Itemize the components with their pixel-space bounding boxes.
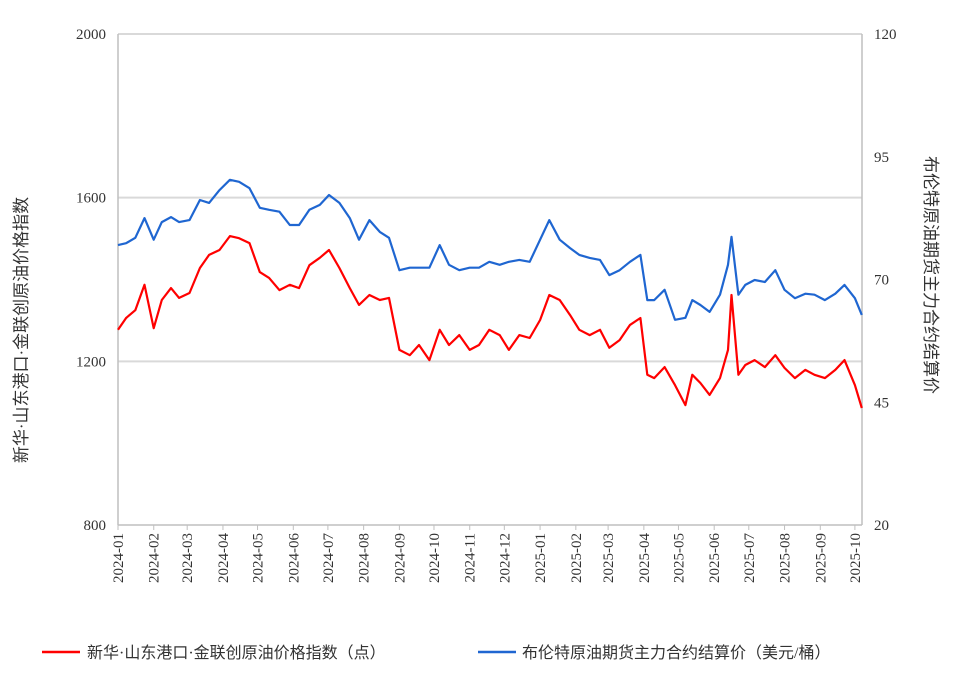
x-tick-label: 2024-12 xyxy=(497,533,513,583)
x-tick-label: 2025-10 xyxy=(848,533,864,583)
x-tick-label: 2025-06 xyxy=(707,533,723,583)
x-tick-label: 2025-03 xyxy=(601,533,617,583)
x-tick-label: 2025-08 xyxy=(778,533,794,583)
x-tick-label: 2024-09 xyxy=(392,533,408,583)
x-tick-label: 2025-04 xyxy=(637,533,653,583)
y-axis-right-title: 布伦特原油期货主力合约结算价 xyxy=(921,156,940,394)
y-tick-label-right: 45 xyxy=(874,395,889,411)
x-tick-label: 2024-11 xyxy=(463,533,479,582)
x-tick-label: 2025-09 xyxy=(813,533,829,583)
legend-label-brent: 布伦特原油期货主力合约结算价（美元/桶） xyxy=(522,643,830,662)
x-tick-label: 2024-02 xyxy=(147,533,163,583)
x-tick-label: 2025-02 xyxy=(569,533,585,583)
y-tick-label-right: 20 xyxy=(874,518,889,534)
gridlines xyxy=(118,33,862,363)
x-tick-label: 2024-04 xyxy=(216,533,232,583)
series-line-index xyxy=(117,235,863,409)
y-tick-label-left: 800 xyxy=(84,518,107,534)
series-line-brent xyxy=(117,178,863,321)
y-tick-label-left: 1600 xyxy=(76,191,106,207)
x-axis-ticks: 2024-01 2024-02 2024-03 2024-04 2024-05 2024-… xyxy=(111,525,864,583)
series-lines xyxy=(117,178,863,409)
x-tick-label: 2024-08 xyxy=(357,533,373,583)
x-tick-label: 2024-03 xyxy=(180,533,196,583)
y-tick-label-left: 1200 xyxy=(76,354,106,370)
legend-label-index: 新华·山东港口·金联创原油价格指数（点） xyxy=(87,644,386,662)
x-tick-label: 2025-07 xyxy=(742,533,758,583)
x-tick-label: 2024-10 xyxy=(427,533,443,583)
y-axis-left-title: 新华·山东港口·金联创原油价格指数 xyxy=(12,197,31,463)
y-tick-label-right: 70 xyxy=(874,273,889,289)
x-tick-label: 2024-07 xyxy=(321,533,337,583)
axes xyxy=(117,34,863,526)
x-tick-label: 2025-01 xyxy=(533,533,549,583)
y-tick-label-right: 95 xyxy=(874,150,889,166)
y-tick-label-right: 120 xyxy=(874,27,897,43)
x-tick-label: 2024-01 xyxy=(111,533,127,583)
x-tick-label: 2024-06 xyxy=(286,533,302,583)
x-tick-label: 2025-05 xyxy=(671,533,687,583)
y-axis-right-ticks: 20 45 70 95 120 xyxy=(874,27,897,534)
legend-item-index: 新华·山东港口·金联创原油价格指数（点） xyxy=(42,644,386,662)
y-axis-left-ticks: 800 1200 1600 2000 xyxy=(76,27,106,534)
x-tick-label: 2024-05 xyxy=(251,533,267,583)
legend: 新华·山东港口·金联创原油价格指数（点） 布伦特原油期货主力合约结算价（美元/桶… xyxy=(42,643,830,662)
legend-item-brent: 布伦特原油期货主力合约结算价（美元/桶） xyxy=(478,643,830,662)
y-tick-label-left: 2000 xyxy=(76,27,106,43)
